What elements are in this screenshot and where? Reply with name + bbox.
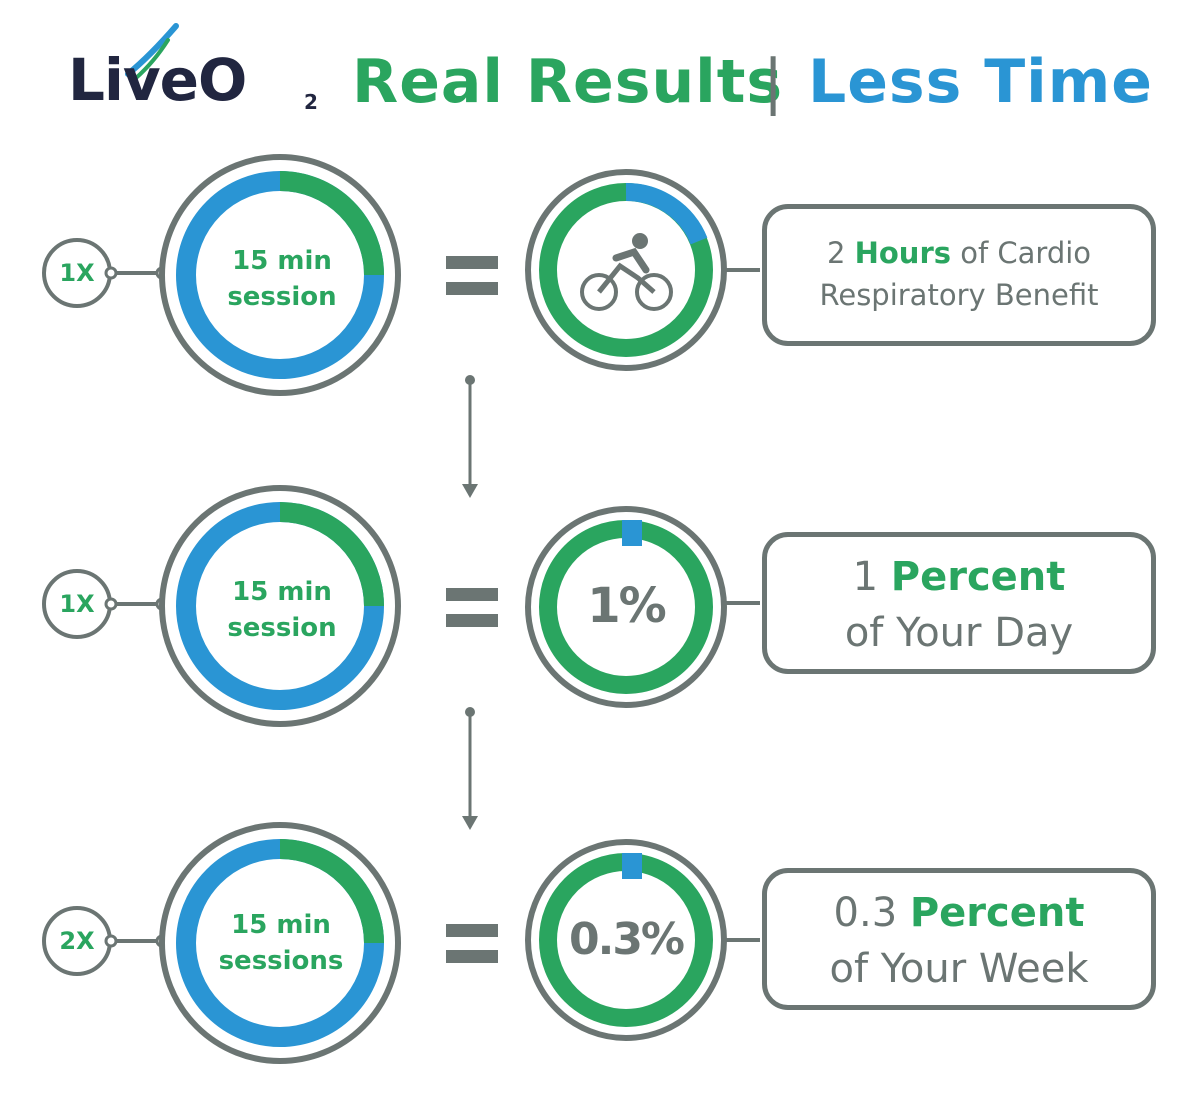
session-line-2: session xyxy=(227,282,337,312)
session-outer-ring xyxy=(159,485,401,727)
row-3: 2X 15 min sessions 0.3% 0.3 Percent of Y… xyxy=(0,806,1201,1066)
session-progress-arc xyxy=(279,502,384,607)
equals-bar-bottom xyxy=(446,950,498,963)
card-line-1: 1 Percent xyxy=(767,551,1151,603)
card-line-2: of Your Week xyxy=(829,946,1089,992)
card-line-2: of Your Day xyxy=(844,610,1074,656)
down-arrow-icon xyxy=(462,707,478,830)
header: LiveO 2 Real Results | Less Time xyxy=(0,0,1201,150)
session-label: 15 min sessions xyxy=(186,907,376,979)
session-line-1: 15 min xyxy=(232,577,332,607)
card-line-2: Respiratory Benefit xyxy=(819,278,1099,312)
bicycle-rider-icon xyxy=(580,233,673,311)
logo-subscript: 2 xyxy=(304,90,318,114)
result-percent: 1% xyxy=(587,578,667,634)
result-percent: 0.3% xyxy=(568,914,685,965)
equals-bar-top xyxy=(446,588,498,601)
row-1: 1X 15 min session 2 Hours of Cardio Resp… xyxy=(0,140,1201,400)
session-outer-ring xyxy=(159,154,401,396)
session-line-1: 15 min xyxy=(231,910,331,940)
down-arrow-icon xyxy=(462,375,478,498)
session-label: 15 min session xyxy=(190,574,374,646)
card-highlight: Percent xyxy=(909,890,1085,936)
session-progress-arc xyxy=(279,839,384,944)
equals-bar-bottom xyxy=(446,614,498,627)
row-graphics xyxy=(42,822,760,1064)
session-progress-arc xyxy=(279,171,384,276)
title-less-time: Less Time xyxy=(808,47,1153,117)
card-post: of Cardio xyxy=(951,236,1092,270)
multiplier-label: 2X xyxy=(59,927,95,955)
result-card: 0.3 Percent of Your Week xyxy=(762,868,1156,1010)
equals-bar-bottom xyxy=(446,282,498,295)
session-label: 15 min session xyxy=(190,243,374,315)
result-card: 1 Percent of Your Day xyxy=(762,532,1156,674)
row-2: 1X 15 min session 1% 1 Percent of Your D… xyxy=(0,470,1201,730)
equals-bar-top xyxy=(446,256,498,269)
logo-wordmark: LiveO xyxy=(68,46,247,114)
multiplier-label: 1X xyxy=(59,590,95,618)
card-highlight: Hours xyxy=(854,236,952,270)
row-graphics xyxy=(42,154,760,396)
title-real-results: Real Results xyxy=(352,47,784,117)
title-separator: | xyxy=(763,47,785,117)
equals-bar-top xyxy=(446,924,498,937)
session-line-2: session xyxy=(227,613,337,643)
result-ring-blue-tick xyxy=(622,853,642,879)
session-line-1: 15 min xyxy=(232,246,332,276)
card-highlight: Percent xyxy=(890,554,1066,600)
card-line-1: 2 Hours of Cardio xyxy=(767,233,1151,273)
card-line-1: 0.3 Percent xyxy=(767,887,1151,939)
card-pre: 0.3 xyxy=(833,890,910,936)
result-ring-blue-arc xyxy=(625,182,708,245)
multiplier-label: 1X xyxy=(59,259,95,287)
row-graphics xyxy=(42,485,760,727)
session-outer-ring xyxy=(159,822,401,1064)
session-line-2: sessions xyxy=(218,946,344,976)
card-pre: 1 xyxy=(852,554,891,600)
logo-swoosh-icon xyxy=(125,23,179,80)
card-pre: 2 xyxy=(826,236,855,270)
result-card: 2 Hours of Cardio Respiratory Benefit xyxy=(762,204,1156,346)
result-ring-blue-tick xyxy=(622,520,642,546)
